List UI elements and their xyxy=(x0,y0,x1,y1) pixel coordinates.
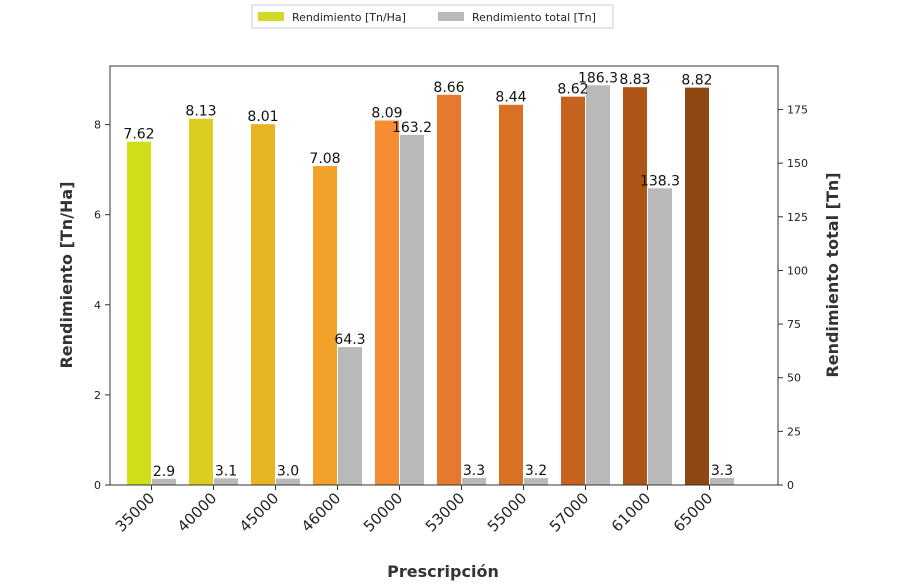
x-tick-label: 50000 xyxy=(360,489,406,535)
data-label-rendimiento-total-35000: 2.9 xyxy=(153,464,175,480)
x-tick-label: 45000 xyxy=(236,489,282,535)
x-tick-label: 61000 xyxy=(608,489,654,535)
bar-rendimiento-46000 xyxy=(313,166,337,485)
data-label-rendimiento-total-45000: 3.0 xyxy=(277,464,299,480)
bar-rendimiento-57000 xyxy=(561,96,585,485)
data-label-rendimiento-45000: 8.01 xyxy=(247,109,278,125)
data-label-rendimiento-total-50000: 163.2 xyxy=(392,120,432,136)
x-tick-label: 40000 xyxy=(174,489,220,535)
y2-tick-label: 0 xyxy=(787,479,794,492)
y2-tick-label: 50 xyxy=(787,372,801,385)
data-label-rendimiento-total-61000: 138.3 xyxy=(640,173,680,189)
left-axis-ticks: 0 2 4 6 8 xyxy=(94,119,110,492)
legend-label-rendimiento-total: Rendimiento total [Tn] xyxy=(472,11,596,24)
x-axis-label: Prescripción xyxy=(387,562,499,581)
data-label-rendimiento-50000: 8.09 xyxy=(371,106,402,122)
x-tick-label: 35000 xyxy=(112,489,158,535)
data-label-rendimiento-65000: 8.82 xyxy=(681,73,712,89)
data-label-rendimiento-total-65000: 3.3 xyxy=(711,463,733,479)
legend: Rendimiento [Tn/Ha] Rendimiento total [T… xyxy=(251,4,614,29)
bar-rendimiento-total-61000 xyxy=(648,188,672,485)
bar-rendimiento-61000 xyxy=(623,87,647,486)
bar-rendimiento-total-45000 xyxy=(276,478,300,485)
y-tick-label: 4 xyxy=(94,299,101,312)
legend-swatch-rendimiento-total xyxy=(438,12,464,21)
y2-tick-label: 75 xyxy=(787,318,801,331)
legend-swatch-rendimiento xyxy=(258,12,284,21)
data-label-rendimiento-35000: 7.62 xyxy=(123,127,154,143)
bar-rendimiento-total-40000 xyxy=(214,478,238,485)
data-label-rendimiento-total-46000: 64.3 xyxy=(334,332,365,348)
bar-rendimiento-65000 xyxy=(685,87,709,486)
bar-rendimiento-55000 xyxy=(499,104,523,485)
bar-rendimiento-total-53000 xyxy=(462,477,486,485)
bar-rendimiento-53000 xyxy=(437,94,461,485)
data-label-rendimiento-total-57000: 186.3 xyxy=(578,70,618,86)
bar-rendimiento-total-35000 xyxy=(152,478,176,485)
y2-tick-label: 25 xyxy=(787,425,801,438)
data-label-rendimiento-total-53000: 3.3 xyxy=(463,463,485,479)
data-label-rendimiento-57000: 8.62 xyxy=(557,82,588,98)
bar-rendimiento-45000 xyxy=(251,124,275,485)
y2-tick-label: 125 xyxy=(787,211,808,224)
bar-rendimiento-total-55000 xyxy=(524,478,548,485)
bars-group xyxy=(127,85,734,486)
data-label-rendimiento-53000: 8.66 xyxy=(433,80,464,96)
legend-frame xyxy=(251,4,614,29)
legend-label-rendimiento: Rendimiento [Tn/Ha] xyxy=(292,11,406,24)
bar-rendimiento-total-50000 xyxy=(400,134,424,485)
data-label-rendimiento-total-55000: 3.2 xyxy=(525,463,547,479)
bar-rendimiento-total-46000 xyxy=(338,347,362,485)
data-label-rendimiento-61000: 8.83 xyxy=(619,72,650,88)
plot-frame xyxy=(109,65,779,486)
x-tick-label: 46000 xyxy=(298,489,344,535)
y2-tick-label: 150 xyxy=(787,157,808,170)
y-tick-label: 6 xyxy=(94,209,101,222)
y2-axis-label: Rendimiento total [Tn] xyxy=(823,172,842,377)
data-label-rendimiento-55000: 8.44 xyxy=(495,90,526,106)
bar-rendimiento-35000 xyxy=(127,141,151,486)
x-tick-label: 57000 xyxy=(546,489,592,535)
y2-tick-label: 175 xyxy=(787,104,808,117)
x-tick-label: 53000 xyxy=(422,489,468,535)
data-label-rendimiento-40000: 8.13 xyxy=(185,104,216,120)
y-axis-label: Rendimiento [Tn/Ha] xyxy=(57,181,76,368)
y-tick-label: 8 xyxy=(94,119,101,132)
x-tick-label: 65000 xyxy=(670,489,716,535)
bar-rendimiento-50000 xyxy=(375,120,399,486)
y-tick-label: 2 xyxy=(94,389,101,402)
right-axis-ticks: 0 25 50 75 100 125 150 175 xyxy=(778,104,808,492)
bar-rendimiento-40000 xyxy=(189,118,213,486)
y2-tick-label: 100 xyxy=(787,264,808,277)
data-label-rendimiento-46000: 7.08 xyxy=(309,151,340,167)
x-tick-label: 55000 xyxy=(484,489,530,535)
x-axis-ticks: 35000 40000 45000 46000 50000 53000 55000 57000… xyxy=(112,485,716,536)
bar-rendimiento-total-65000 xyxy=(710,477,734,485)
data-label-rendimiento-total-40000: 3.1 xyxy=(215,463,237,479)
y-tick-label: 0 xyxy=(94,479,101,492)
bar-rendimiento-total-57000 xyxy=(586,85,610,486)
